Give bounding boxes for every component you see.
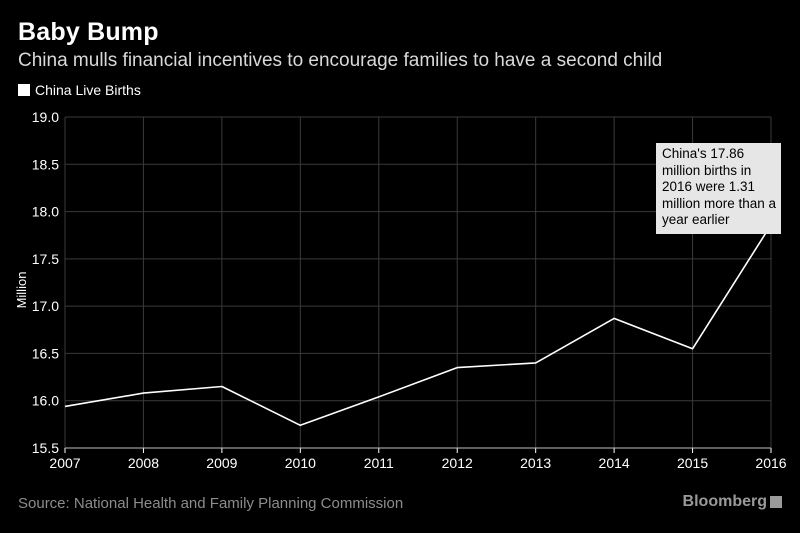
- chart-title: Baby Bump: [18, 18, 159, 46]
- legend-label: China Live Births: [35, 82, 141, 98]
- y-tick-label: 19.0: [32, 109, 59, 125]
- grid-layer: [64, 116, 772, 449]
- annotation-callout: China's 17.86 million births in 2016 wer…: [656, 143, 781, 234]
- brand-mark-icon: [770, 496, 782, 508]
- y-tick-label: 16.5: [32, 345, 59, 361]
- y-tick-label: 17.5: [32, 251, 59, 267]
- y-tick-label: 17.0: [32, 298, 59, 314]
- x-tick-label: 2009: [206, 455, 237, 471]
- legend-swatch: [18, 84, 30, 96]
- x-tick-label: 2007: [49, 455, 80, 471]
- series-line: [64, 224, 772, 427]
- legend: China Live Births: [18, 82, 141, 98]
- x-tick-label: 2013: [520, 455, 551, 471]
- y-tick-label: 15.5: [32, 440, 59, 456]
- y-tick-label: 18.0: [32, 204, 59, 220]
- y-tick-label: 16.0: [32, 393, 59, 409]
- x-tick-label: 2016: [755, 455, 786, 471]
- y-tick-label: 18.5: [32, 156, 59, 172]
- x-tick-label: 2015: [677, 455, 708, 471]
- x-tick-label: 2008: [128, 455, 159, 471]
- x-tick-label: 2011: [364, 455, 394, 471]
- brand-name: Bloomberg: [682, 493, 767, 510]
- chart-subtitle: China mulls financial incentives to enco…: [18, 50, 663, 71]
- x-tick-label: 2012: [442, 455, 473, 471]
- series-layer: [64, 216, 774, 427]
- brand-logo: Bloomberg: [683, 493, 782, 511]
- y-axis-label: Million: [14, 272, 29, 309]
- x-tick-label: 2010: [285, 455, 316, 471]
- source-note: Source: National Health and Family Plann…: [18, 495, 404, 512]
- axis-layer: 15.5 16.0 16.5 17.0 17.5 18.0 18.5 19.0 2007 2008…: [32, 109, 787, 471]
- x-tick-label: 2014: [599, 455, 630, 471]
